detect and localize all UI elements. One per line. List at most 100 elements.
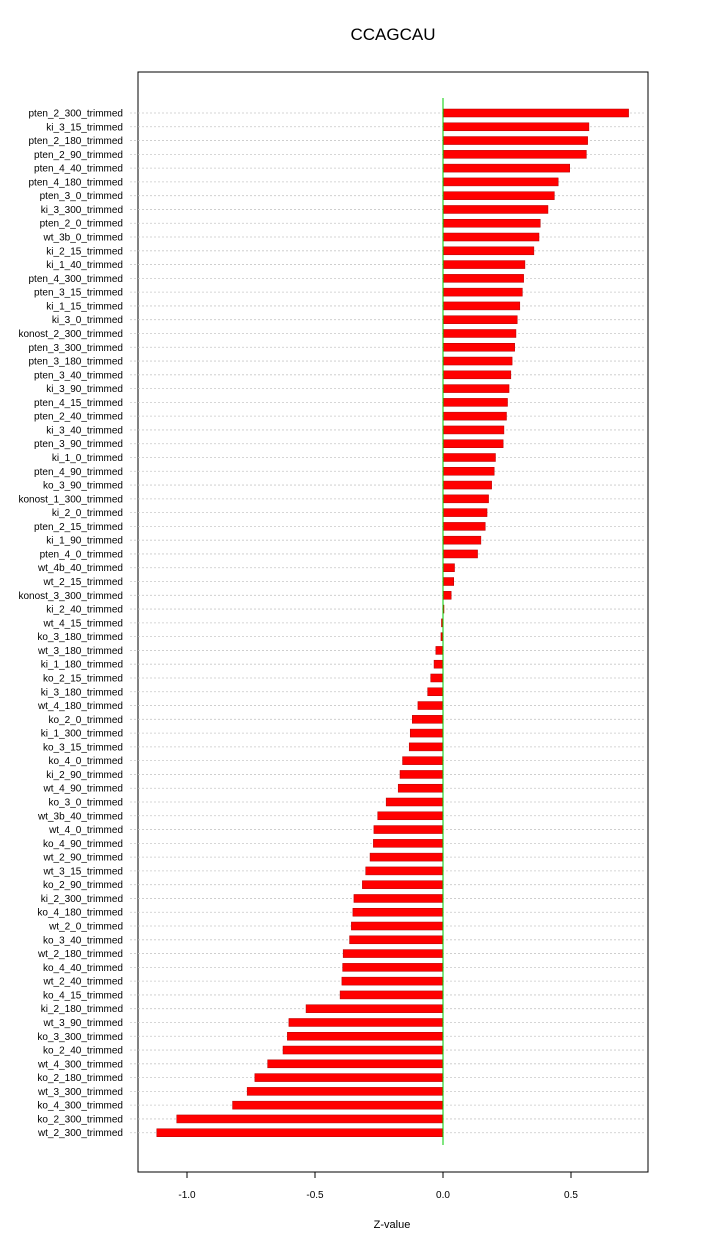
bar xyxy=(442,150,587,159)
bar xyxy=(442,232,540,242)
category-label: wt_3_90_trimmed xyxy=(43,1018,123,1029)
bar xyxy=(305,1004,444,1013)
category-label: wt_2_90_trimmed xyxy=(43,853,123,864)
category-label: ko_4_90_trimmed xyxy=(43,839,123,850)
category-label: ki_1_15_trimmed xyxy=(46,301,123,312)
category-label: ko_3_15_trimmed xyxy=(43,742,123,753)
category-label: ki_1_180_trimmed xyxy=(41,660,123,671)
category-label: ko_4_40_trimmed xyxy=(43,963,123,974)
bar xyxy=(417,701,444,710)
category-label: wt_4b_40_trimmed xyxy=(37,563,123,574)
category-label: ki_2_40_trimmed xyxy=(46,605,123,616)
bar xyxy=(442,535,482,545)
bar xyxy=(232,1100,444,1110)
category-label: ko_2_40_trimmed xyxy=(43,1046,123,1057)
bar xyxy=(362,880,444,889)
category-label: pten_2_0_trimmed xyxy=(40,219,123,230)
bar xyxy=(342,949,444,958)
bar xyxy=(442,108,629,118)
bar xyxy=(352,907,444,917)
x-tick-label: 0.0 xyxy=(436,1190,450,1201)
bar xyxy=(442,301,521,311)
bar xyxy=(373,825,444,834)
category-label: ko_2_300_trimmed xyxy=(37,1114,123,1125)
bar xyxy=(442,287,523,297)
bar xyxy=(442,494,489,504)
bar xyxy=(442,260,526,269)
category-label: wt_4_90_trimmed xyxy=(43,784,123,795)
bar xyxy=(385,797,444,807)
category-label: ki_1_0_trimmed xyxy=(52,453,123,464)
category-label: ki_3_0_trimmed xyxy=(52,315,123,326)
plot-frame xyxy=(137,71,649,1173)
category-label: ki_3_180_trimmed xyxy=(41,687,123,698)
category-label: ki_2_90_trimmed xyxy=(46,770,123,781)
category-label: ko_4_300_trimmed xyxy=(37,1101,123,1112)
bar xyxy=(442,425,505,435)
bar xyxy=(412,715,444,724)
category-label: ki_3_300_trimmed xyxy=(41,205,123,216)
bar xyxy=(377,811,444,821)
bar xyxy=(442,356,513,366)
category-label: pten_2_180_trimmed xyxy=(28,136,123,147)
bar xyxy=(442,205,549,214)
bar xyxy=(397,783,444,793)
bar xyxy=(399,770,444,779)
category-label: ki_3_90_trimmed xyxy=(46,384,123,395)
chart-title: CCAGCAU xyxy=(350,25,435,44)
bar xyxy=(442,411,507,421)
bar xyxy=(442,563,455,572)
bar xyxy=(353,894,444,903)
category-label: wt_2_40_trimmed xyxy=(43,977,123,988)
bar xyxy=(442,329,517,338)
category-label: ko_2_90_trimmed xyxy=(43,880,123,891)
bar xyxy=(442,384,510,393)
bar xyxy=(442,274,524,283)
category-label: wt_2_0_trimmed xyxy=(48,922,123,933)
category-label: ko_3_300_trimmed xyxy=(37,1032,123,1043)
bar xyxy=(402,756,444,765)
category-label: ko_3_40_trimmed xyxy=(43,935,123,946)
category-label: ko_2_0_trimmed xyxy=(49,715,123,726)
category-labels: pten_2_300_trimmed ki_3_15_trimmed pten_2_… xyxy=(18,109,123,1140)
category-label: wt_4_300_trimmed xyxy=(37,1059,123,1070)
category-label: pten_4_40_trimmed xyxy=(34,164,123,175)
bar xyxy=(442,163,570,173)
category-label: ki_2_0_trimmed xyxy=(52,508,123,519)
category-label: pten_2_90_trimmed xyxy=(34,150,123,161)
bar xyxy=(442,246,535,256)
category-label: pten_2_300_trimmed xyxy=(28,109,123,120)
category-label: ki_1_90_trimmed xyxy=(46,536,123,547)
category-label: pten_3_0_trimmed xyxy=(40,191,123,202)
bar xyxy=(433,659,444,669)
bar xyxy=(267,1059,444,1069)
category-label: pten_4_90_trimmed xyxy=(34,467,123,478)
bar xyxy=(369,852,444,862)
bar xyxy=(287,1032,444,1041)
category-label: ko_3_0_trimmed xyxy=(49,798,123,809)
bar xyxy=(442,591,452,600)
bar xyxy=(430,673,444,683)
category-label: pten_2_15_trimmed xyxy=(34,522,123,533)
category-label: pten_3_90_trimmed xyxy=(34,439,123,450)
category-label: wt_4_0_trimmed xyxy=(48,825,123,836)
bar xyxy=(288,1018,444,1027)
category-label: wt_3b_40_trimmed xyxy=(37,811,123,822)
category-label: ko_2_15_trimmed xyxy=(43,673,123,684)
x-axis-title: Z-value xyxy=(374,1219,411,1231)
bar xyxy=(351,921,444,931)
bar xyxy=(442,315,518,324)
bar xyxy=(373,839,444,848)
category-label: ki_1_300_trimmed xyxy=(41,729,123,740)
category-label: ki_2_15_trimmed xyxy=(46,246,123,257)
category-label: ki_2_300_trimmed xyxy=(41,894,123,905)
bar xyxy=(435,646,444,655)
category-label: ki_3_40_trimmed xyxy=(46,425,123,436)
bar xyxy=(365,866,444,876)
bar xyxy=(442,398,508,407)
x-tick-label: -0.5 xyxy=(306,1190,324,1201)
category-label: ko_3_180_trimmed xyxy=(37,632,123,643)
bar xyxy=(339,990,444,1000)
bar xyxy=(442,191,555,200)
category-label: ki_1_40_trimmed xyxy=(46,260,123,271)
